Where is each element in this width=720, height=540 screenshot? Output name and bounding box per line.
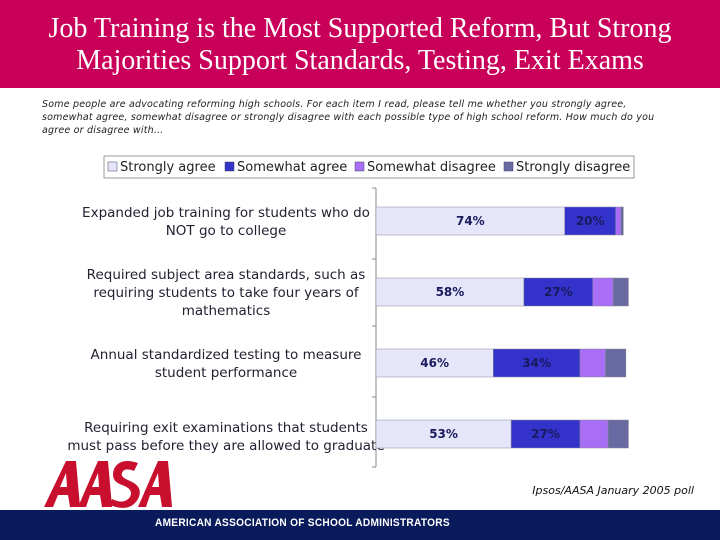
bar-segment — [564, 206, 616, 236]
aasa-logo — [44, 461, 172, 508]
bar-segment — [592, 277, 614, 307]
bar-segment — [523, 277, 594, 307]
data-label: 27% — [531, 427, 560, 441]
category-label: Requiring exit examinations that student… — [84, 420, 368, 436]
data-label: 27% — [544, 285, 573, 299]
bar-segment — [579, 419, 609, 449]
data-label: 34% — [522, 356, 551, 370]
legend-label: Somewhat agree — [237, 160, 347, 175]
data-label: 74% — [456, 214, 485, 228]
category-label: mathematics — [182, 303, 271, 319]
category-label: must pass before they are allowed to gra… — [67, 438, 384, 454]
bar-segment — [615, 206, 622, 236]
source-note: Ipsos/AASA January 2005 poll — [532, 484, 694, 497]
bar-segment — [375, 277, 525, 307]
title-banner: Job Training is the Most Supported Refor… — [0, 0, 720, 88]
category-label: requiring students to take four years of — [93, 285, 360, 301]
bar-segment — [605, 348, 627, 378]
footer-bar: AMERICAN ASSOCIATION OF SCHOOL ADMINISTR… — [0, 510, 720, 540]
bar-segment — [375, 206, 565, 236]
category-label: NOT go to college — [166, 223, 287, 239]
legend-swatch — [107, 161, 118, 172]
bar-segment — [612, 277, 629, 307]
title-line-1: Job Training is the Most Supported Refor… — [48, 13, 672, 44]
data-label: 53% — [429, 427, 458, 441]
bar-segment — [493, 348, 581, 378]
category-label: Annual standardized testing to measure — [91, 347, 362, 363]
bar-segment — [620, 206, 624, 236]
data-label: 58% — [436, 285, 465, 299]
category-label: Expanded job training for students who d… — [82, 205, 370, 221]
title-line-2: Majorities Support Standards, Testing, E… — [76, 45, 644, 76]
data-label: 20% — [576, 214, 605, 228]
survey-question: Some people are advocating reforming hig… — [42, 99, 655, 136]
legend-label: Strongly agree — [120, 160, 216, 175]
legend-swatch — [354, 161, 365, 172]
organization-name: AMERICAN ASSOCIATION OF SCHOOL ADMINISTR… — [155, 517, 450, 529]
legend-box — [103, 155, 635, 179]
data-label: 46% — [420, 356, 449, 370]
bar-segment — [375, 419, 512, 449]
legend-swatch — [503, 161, 514, 172]
legend-swatch — [224, 161, 235, 172]
bar-segment — [579, 348, 606, 378]
legend-label: Somewhat disagree — [367, 160, 496, 175]
category-label: student performance — [155, 365, 297, 381]
legend-label: Strongly disagree — [516, 160, 630, 175]
bar-segment — [607, 419, 629, 449]
category-label: Required subject area standards, such as — [87, 267, 366, 283]
bar-segment — [375, 348, 494, 378]
